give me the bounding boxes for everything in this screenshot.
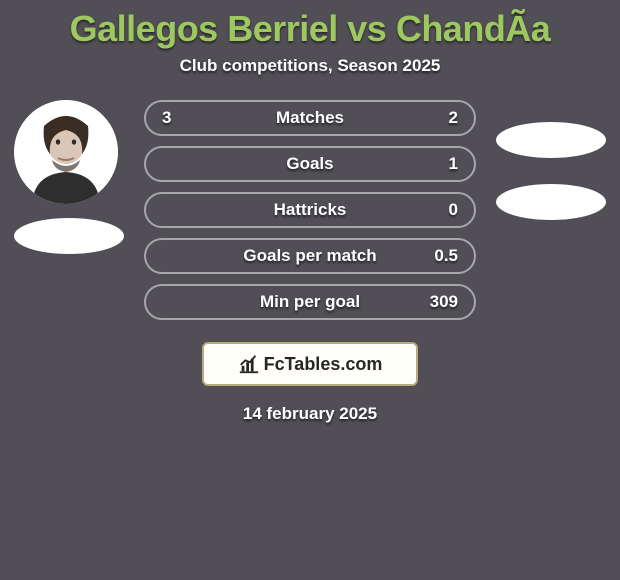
stat-row-goals-per-match: Goals per match 0.5	[144, 238, 476, 274]
player-left-avatar	[14, 100, 118, 204]
stats-column: 3 Matches 2 Goals 1 Hattricks 0 Goals pe…	[132, 100, 488, 320]
comparison-row: 3 Matches 2 Goals 1 Hattricks 0 Goals pe…	[10, 100, 610, 320]
date-text: 14 february 2025	[10, 386, 610, 424]
stat-right-value: 1	[426, 154, 458, 174]
stat-label: Goals per match	[243, 246, 376, 266]
stat-right-value: 0	[426, 200, 458, 220]
stat-label: Matches	[276, 108, 344, 128]
bar-chart-icon	[238, 353, 260, 375]
stat-left-value: 3	[162, 108, 194, 128]
stat-row-min-per-goal: Min per goal 309	[144, 284, 476, 320]
stat-label: Hattricks	[274, 200, 347, 220]
stat-right-value: 309	[426, 292, 458, 312]
stat-row-goals: Goals 1	[144, 146, 476, 182]
subtitle: Club competitions, Season 2025	[10, 56, 610, 100]
page-title: Gallegos Berriel vs ChandÃ­a	[10, 0, 610, 56]
stat-label: Goals	[286, 154, 333, 174]
avatar-placeholder-icon	[14, 100, 118, 204]
player-left-column	[12, 100, 132, 254]
stat-right-value: 2	[426, 108, 458, 128]
player-left-club-badge	[14, 218, 124, 254]
brand-badge: FcTables.com	[202, 342, 418, 386]
stat-row-matches: 3 Matches 2	[144, 100, 476, 136]
stat-label: Min per goal	[260, 292, 360, 312]
player-right-club-badge-1	[496, 122, 606, 158]
player-right-column	[488, 100, 608, 220]
player-right-club-badge-2	[496, 184, 606, 220]
stat-row-hattricks: Hattricks 0	[144, 192, 476, 228]
brand-text: FcTables.com	[264, 354, 383, 375]
stat-right-value: 0.5	[426, 246, 458, 266]
